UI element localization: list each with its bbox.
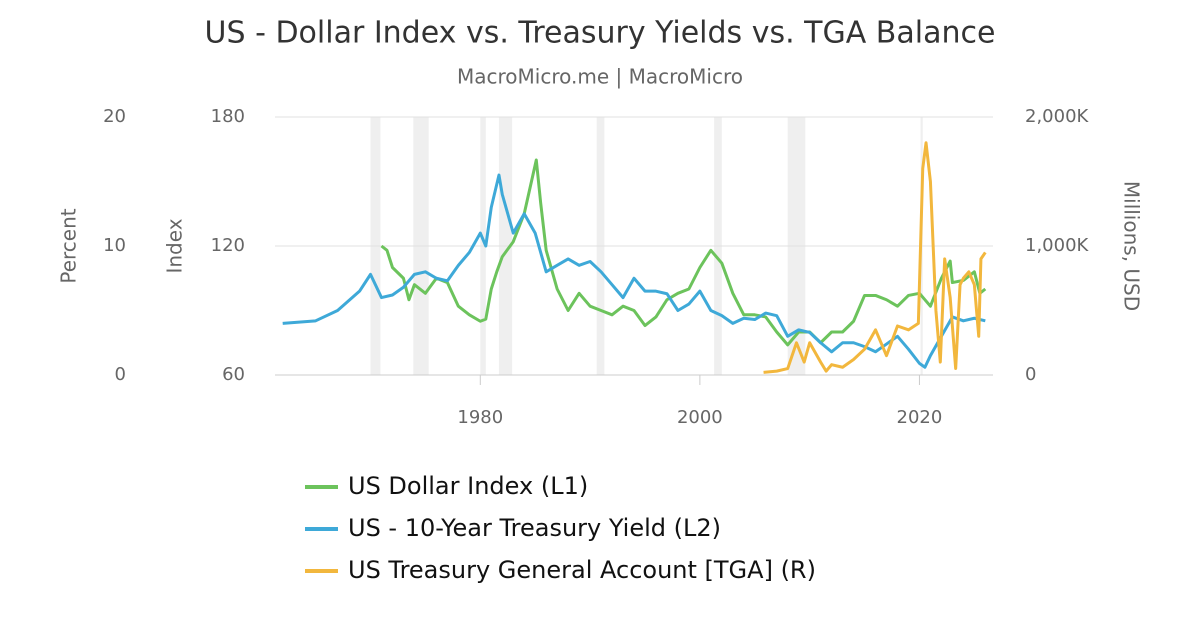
y3-tick-label: 2,000K: [1025, 106, 1090, 127]
y-axis-title: Index: [163, 218, 187, 273]
x-tick-label: 2000: [677, 407, 723, 428]
series-line: [282, 173, 986, 369]
y-tick-label: 60: [222, 364, 245, 385]
y2-tick-label: 0: [115, 364, 126, 385]
legend-label: US - 10-Year Treasury Yield (L2): [348, 514, 721, 542]
y2-axis-title: Percent: [57, 208, 81, 283]
x-tick-label: 2020: [897, 407, 943, 428]
series-line: [763, 141, 987, 374]
y2-tick-label: 20: [103, 106, 126, 127]
y3-tick-label: 0: [1025, 364, 1036, 385]
chart-title: US - Dollar Index vs. Treasury Yields vs…: [205, 16, 996, 51]
legend-label: US Dollar Index (L1): [348, 472, 588, 500]
y3-tick-label: 1,000K: [1025, 235, 1090, 256]
y-tick-label: 120: [211, 235, 245, 256]
chart-subtitle: MacroMicro.me | MacroMicro: [457, 65, 743, 89]
x-tick-label: 1980: [457, 407, 503, 428]
legend-label: US Treasury General Account [TGA] (R): [348, 556, 816, 584]
y2-tick-label: 10: [103, 235, 126, 256]
y-tick-label: 180: [211, 106, 245, 127]
y3-axis-title: Millions, USD: [1120, 181, 1144, 311]
series-line: [380, 158, 987, 347]
